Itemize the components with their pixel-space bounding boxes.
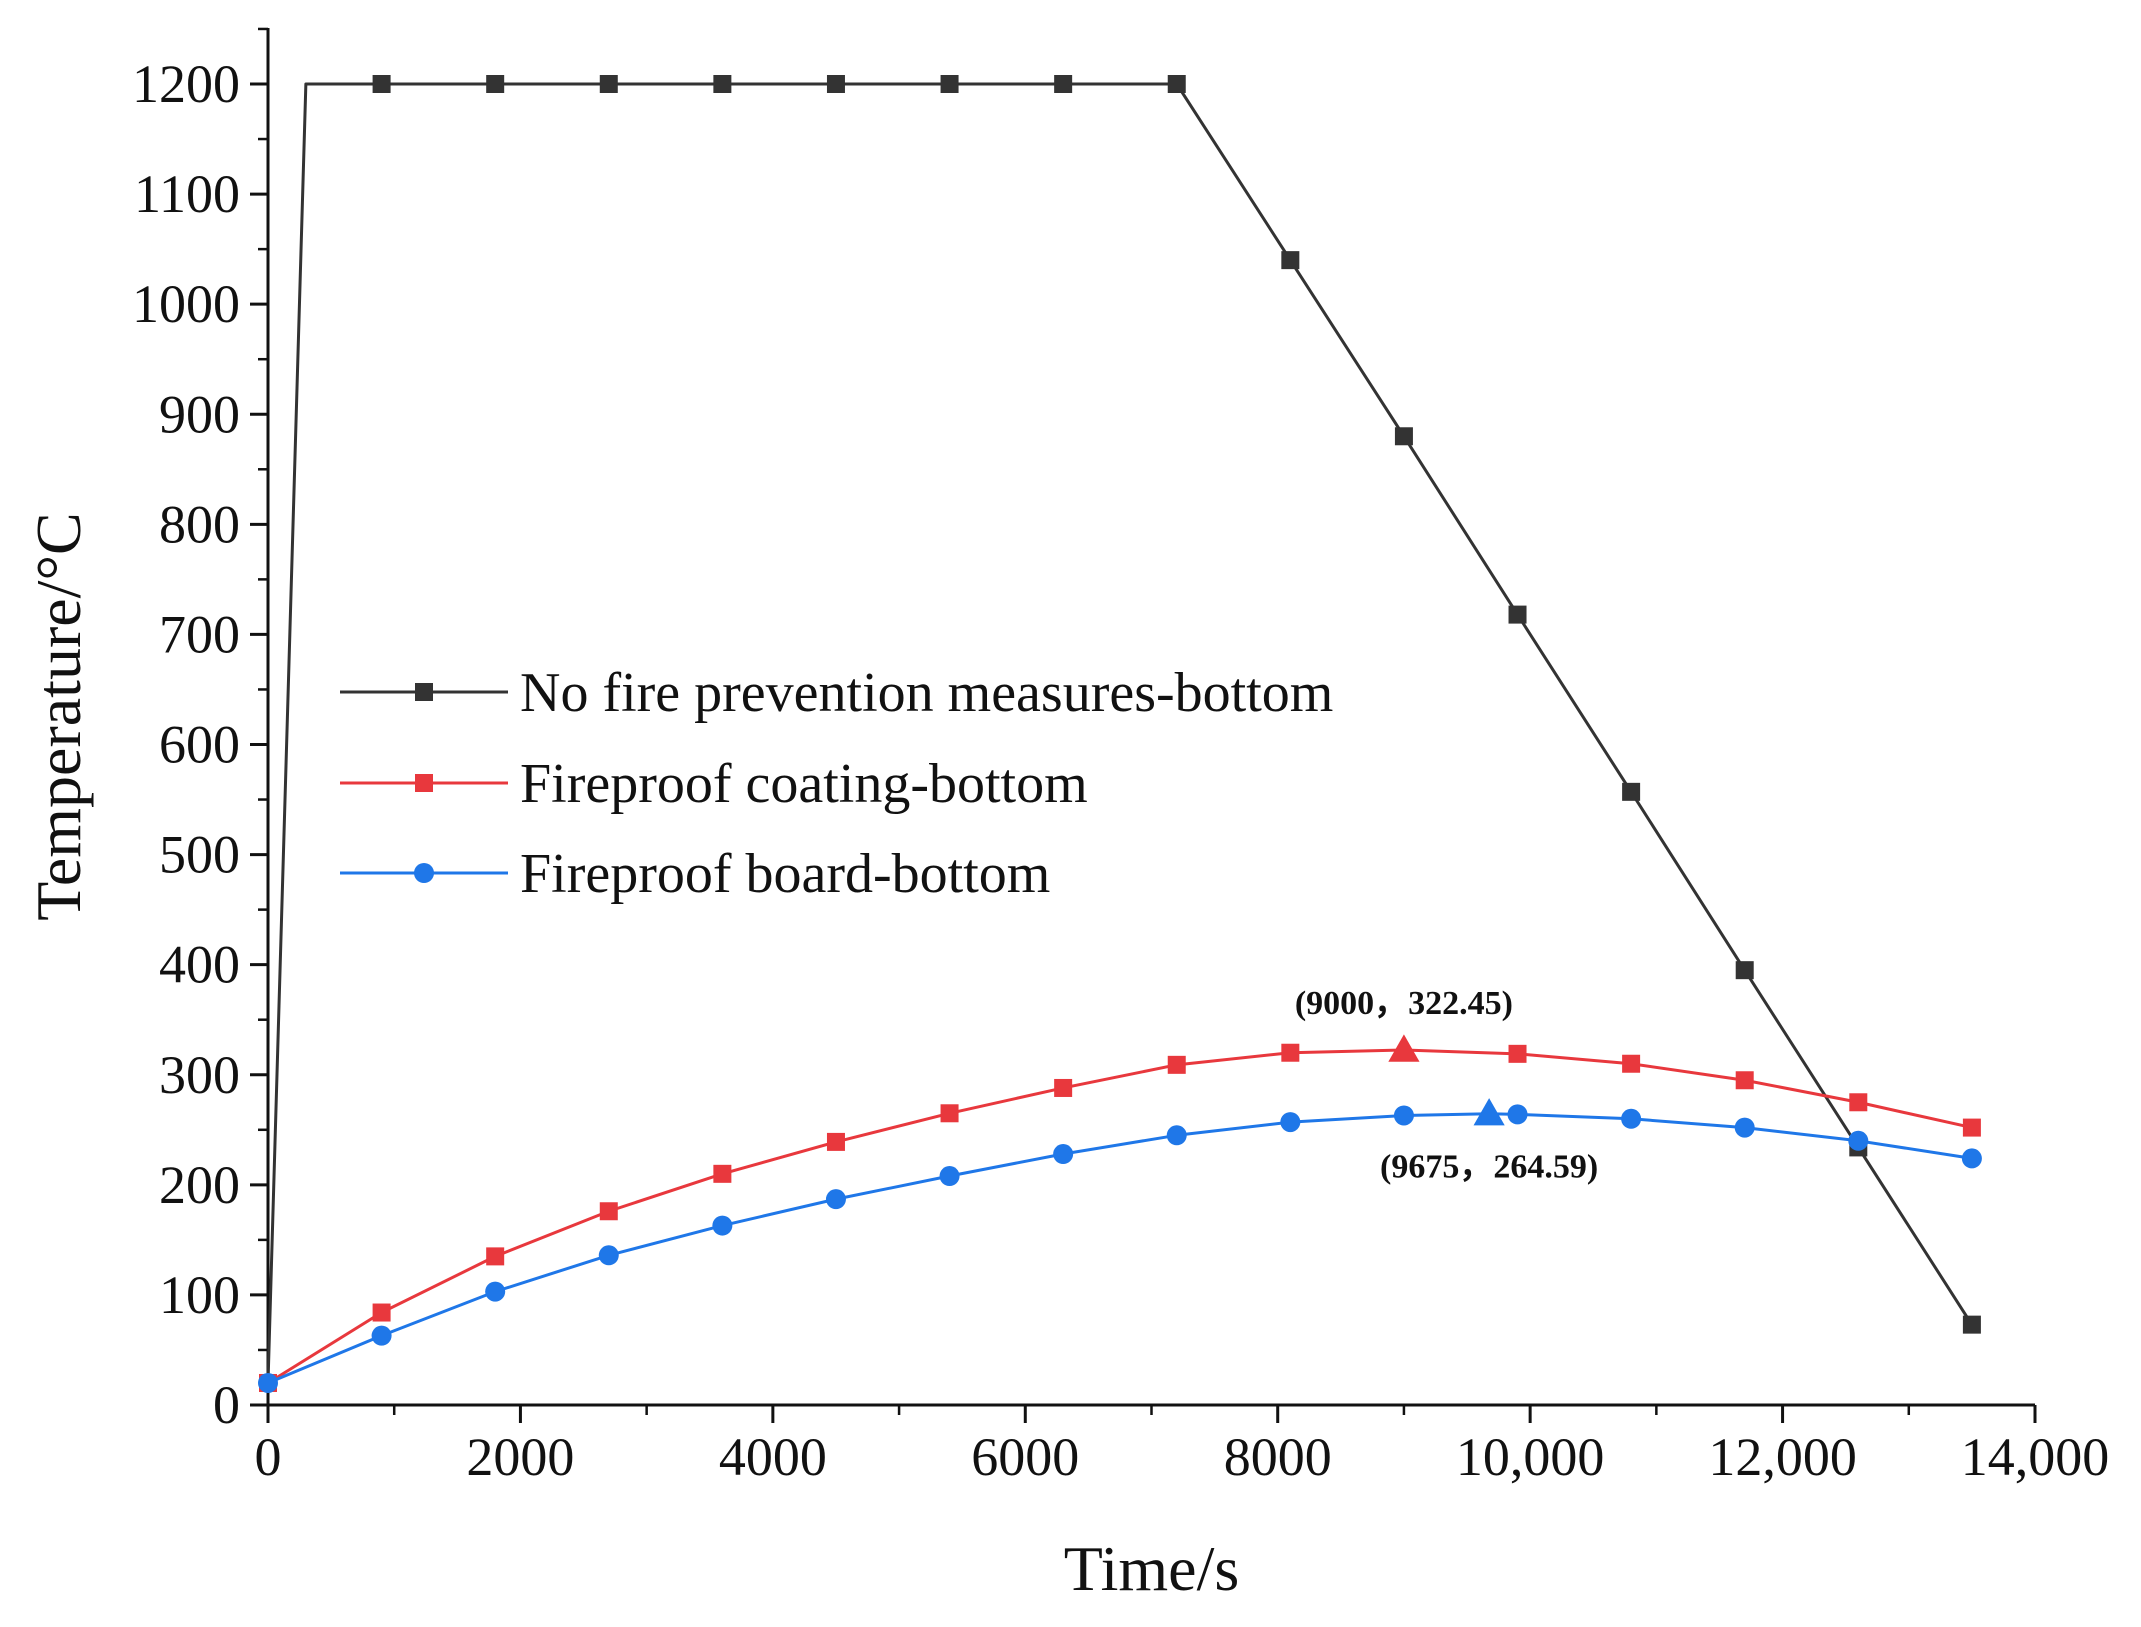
series-no-fire-prevention-measures-bottom bbox=[266, 75, 1981, 1384]
data-point bbox=[1849, 1093, 1868, 1112]
x-tick-label: 14,000 bbox=[1961, 1427, 2110, 1487]
data-point bbox=[826, 75, 845, 93]
data-point bbox=[713, 1164, 732, 1183]
data-point bbox=[1622, 782, 1641, 801]
series-line-fireproof-coating-bottom bbox=[267, 1048, 1973, 1385]
y-tick-label: 1000 bbox=[132, 274, 240, 334]
series-fireproof-board-bottom bbox=[258, 1104, 1982, 1393]
data-point bbox=[1735, 961, 1754, 980]
y-tick-label: 1200 bbox=[132, 54, 240, 114]
data-point bbox=[1281, 251, 1300, 270]
data-point bbox=[1962, 1118, 1981, 1137]
y-axis-title: Temperature/°C bbox=[23, 512, 94, 921]
legend-swatch-marker bbox=[415, 774, 433, 792]
y-tick-label: 200 bbox=[159, 1155, 240, 1215]
peak-marker bbox=[1473, 1098, 1505, 1126]
data-point bbox=[1054, 1078, 1073, 1097]
data-point bbox=[1393, 1105, 1414, 1126]
data-point bbox=[1962, 1315, 1981, 1334]
series-fireproof-coating-bottom bbox=[259, 1043, 1981, 1392]
x-tick-label: 6000 bbox=[971, 1427, 1079, 1487]
series-layer bbox=[258, 75, 1982, 1393]
peak-annotation-label: (9000，322.45) bbox=[1295, 985, 1513, 1022]
data-point bbox=[1053, 1144, 1074, 1165]
peak-marker bbox=[1388, 1034, 1420, 1062]
x-tick-label: 4000 bbox=[719, 1427, 827, 1487]
peak-annotation-label: (9675，264.59) bbox=[1380, 1149, 1598, 1186]
data-point bbox=[1281, 1043, 1300, 1062]
annotation-layer: (9000，322.45) (9675，264.59) bbox=[1295, 985, 1598, 1186]
data-point bbox=[1961, 1148, 1982, 1169]
data-point bbox=[258, 1372, 278, 1393]
data-point bbox=[1848, 1130, 1869, 1151]
y-tick-label: 500 bbox=[159, 825, 240, 885]
data-point bbox=[712, 1215, 733, 1236]
y-tick-label: 700 bbox=[159, 604, 240, 664]
legend-item-no-fire-prevention-measures-bottom: No fire prevention measures-bottom bbox=[340, 662, 1333, 724]
data-point bbox=[1734, 1117, 1755, 1138]
data-point bbox=[372, 75, 391, 93]
x-tick-label: 10,000 bbox=[1456, 1427, 1605, 1487]
data-point bbox=[939, 1166, 960, 1187]
data-point bbox=[599, 75, 618, 93]
data-point bbox=[1508, 1044, 1527, 1063]
x-tick-label: 8000 bbox=[1224, 1427, 1332, 1487]
y-tick-label: 300 bbox=[159, 1045, 240, 1105]
data-point bbox=[1394, 427, 1413, 446]
y-tick-label: 800 bbox=[159, 494, 240, 554]
data-point bbox=[1166, 1125, 1187, 1146]
data-point bbox=[485, 1281, 506, 1302]
data-point bbox=[1621, 1108, 1642, 1129]
data-point bbox=[1167, 75, 1186, 93]
axes: 0 2000 4000 6000 8000 10,000 12,000 14,000 0 100 2… bbox=[132, 27, 2110, 1487]
legend-swatch-marker bbox=[414, 863, 434, 883]
y-tick-label: 600 bbox=[159, 715, 240, 775]
legend-swatch-marker bbox=[415, 683, 433, 701]
y-tick-label: 900 bbox=[159, 384, 240, 444]
y-tick-label: 0 bbox=[213, 1375, 240, 1435]
data-point bbox=[940, 1104, 959, 1123]
legend-item-fireproof-board-bottom: Fireproof board-bottom bbox=[340, 843, 1050, 905]
legend-label: Fireproof board-bottom bbox=[520, 843, 1050, 905]
data-point bbox=[486, 75, 505, 93]
data-point bbox=[826, 1132, 845, 1151]
series-line-no-fire-prevention-measures-bottom bbox=[266, 82, 1974, 1384]
data-point bbox=[372, 1303, 391, 1322]
legend: No fire prevention measures-bottom Firepr… bbox=[340, 662, 1333, 905]
x-axis-title: Time/s bbox=[1064, 1533, 1240, 1604]
data-point bbox=[1735, 1071, 1754, 1090]
data-point bbox=[940, 75, 959, 93]
data-point bbox=[598, 1245, 619, 1266]
x-tick-label: 2000 bbox=[466, 1427, 574, 1487]
data-point bbox=[1622, 1054, 1641, 1073]
data-point bbox=[1508, 605, 1527, 624]
data-point bbox=[1280, 1112, 1301, 1133]
y-tick-label: 100 bbox=[159, 1265, 240, 1325]
data-point bbox=[486, 1247, 505, 1266]
legend-label: Fireproof coating-bottom bbox=[520, 753, 1088, 815]
data-point bbox=[1167, 1055, 1186, 1074]
legend-label: No fire prevention measures-bottom bbox=[520, 662, 1333, 724]
data-point bbox=[713, 75, 732, 93]
y-tick-label: 1100 bbox=[134, 164, 240, 224]
y-tick-label: 400 bbox=[159, 935, 240, 995]
data-point bbox=[825, 1189, 846, 1210]
legend-item-fireproof-coating-bottom: Fireproof coating-bottom bbox=[340, 753, 1088, 815]
data-point bbox=[599, 1202, 618, 1221]
data-point bbox=[1507, 1104, 1528, 1125]
series-line-fireproof-board-bottom bbox=[267, 1112, 1973, 1385]
x-tick-label: 0 bbox=[255, 1427, 282, 1487]
x-tick-label: 12,000 bbox=[1708, 1427, 1857, 1487]
data-point bbox=[1054, 75, 1073, 93]
data-point bbox=[371, 1325, 392, 1346]
